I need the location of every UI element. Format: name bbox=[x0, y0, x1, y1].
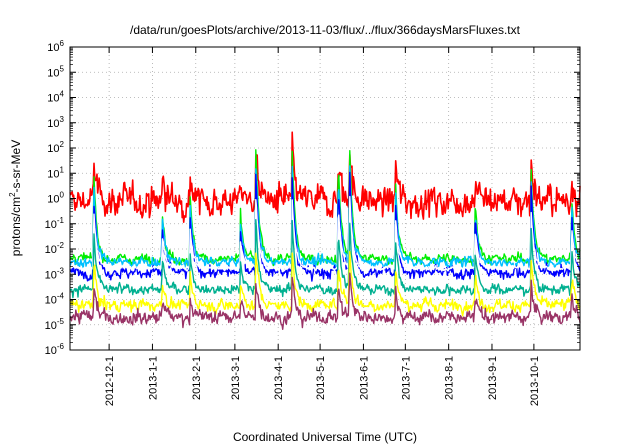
y-tick-label: 10-5 bbox=[45, 317, 65, 332]
y-tick-base: 10 bbox=[45, 320, 57, 332]
y-tick-label: 103 bbox=[47, 115, 64, 130]
x-tick-label: 2012-12-1 bbox=[104, 356, 116, 406]
ticks bbox=[70, 46, 580, 351]
y-axis-label-rest: -s-sr-MeV bbox=[9, 140, 23, 193]
grid bbox=[70, 47, 580, 350]
y-tick-label: 105 bbox=[47, 64, 64, 79]
y-tick-exp: 5 bbox=[60, 64, 65, 73]
y-tick-exp: -1 bbox=[57, 216, 65, 225]
y-tick-label: 10-4 bbox=[45, 292, 65, 307]
series-line bbox=[69, 165, 581, 270]
y-tick-exp: -6 bbox=[57, 342, 65, 351]
x-tick-label: 2013-1-1 bbox=[147, 356, 159, 400]
series-line bbox=[69, 195, 581, 272]
y-tick-exp: -4 bbox=[57, 292, 65, 301]
y-tick-base: 10 bbox=[47, 143, 59, 155]
y-tick-base: 10 bbox=[47, 93, 59, 105]
y-tick-exp: -3 bbox=[57, 266, 65, 275]
y-tick-label: 100 bbox=[47, 191, 64, 206]
y-axis-label: protons/cm2-s-sr-MeV bbox=[8, 140, 23, 256]
y-tick-base: 10 bbox=[45, 295, 57, 307]
y-tick-base: 10 bbox=[45, 219, 57, 231]
x-tick-label: 2013-3-1 bbox=[230, 356, 242, 400]
series-line bbox=[69, 272, 581, 330]
y-tick-base: 10 bbox=[47, 168, 59, 180]
y-axis-label-sup: 2 bbox=[8, 192, 17, 197]
series-group bbox=[69, 131, 581, 330]
series-line bbox=[69, 171, 581, 282]
y-tick-label: 104 bbox=[47, 90, 64, 105]
x-axis-label: Coordinated Universal Time (UTC) bbox=[233, 430, 417, 444]
y-tick-label: 102 bbox=[47, 140, 64, 155]
x-tick-label: 2013-8-1 bbox=[444, 356, 456, 400]
y-tick-exp: 0 bbox=[60, 191, 65, 200]
x-tick-label: 2013-10-1 bbox=[529, 356, 541, 406]
y-tick-base: 10 bbox=[45, 345, 57, 357]
y-tick-label: 10-2 bbox=[45, 241, 65, 256]
y-tick-base: 10 bbox=[45, 269, 57, 281]
y-axis-label-base: protons/cm bbox=[9, 197, 23, 256]
y-tick-base: 10 bbox=[47, 67, 59, 79]
y-tick-base: 10 bbox=[47, 194, 59, 206]
y-tick-exp: 6 bbox=[60, 39, 65, 48]
x-tick-label: 2013-5-1 bbox=[315, 356, 327, 400]
y-tick-base: 10 bbox=[45, 244, 57, 256]
y-tick-exp: 3 bbox=[60, 115, 65, 124]
y-tick-label: 10-1 bbox=[45, 216, 65, 231]
series-line bbox=[69, 131, 581, 223]
series-line bbox=[69, 251, 581, 317]
x-tick-label: 2013-9-1 bbox=[487, 356, 499, 400]
y-tick-base: 10 bbox=[47, 118, 59, 130]
x-tick-label: 2013-6-1 bbox=[358, 356, 370, 400]
y-tick-exp: -5 bbox=[57, 317, 65, 326]
series-line bbox=[69, 219, 581, 299]
x-tick-label: 2013-7-1 bbox=[400, 356, 412, 400]
y-tick-exp: 4 bbox=[60, 90, 65, 99]
y-tick-base: 10 bbox=[47, 42, 59, 54]
y-tick-label: 106 bbox=[47, 39, 64, 54]
y-tick-label: 101 bbox=[47, 165, 64, 180]
x-tick-label: 2013-2-1 bbox=[191, 356, 203, 400]
x-tick-labels: 2012-12-1 2013-1-1 2013-2-1 2013-3-1 2013-4-… bbox=[104, 356, 541, 406]
y-tick-labels: 10-610-510-410-310-210-11001011021031041… bbox=[45, 39, 65, 357]
y-tick-exp: 2 bbox=[60, 140, 65, 149]
chart-title: /data/run/goesPlots/archive/2013-11-03/f… bbox=[130, 23, 521, 37]
y-tick-exp: 1 bbox=[60, 165, 65, 174]
x-tick-label: 2013-4-1 bbox=[273, 356, 285, 400]
y-tick-label: 10-3 bbox=[45, 266, 65, 281]
y-tick-exp: -2 bbox=[57, 241, 65, 250]
y-tick-label: 10-6 bbox=[45, 342, 65, 357]
